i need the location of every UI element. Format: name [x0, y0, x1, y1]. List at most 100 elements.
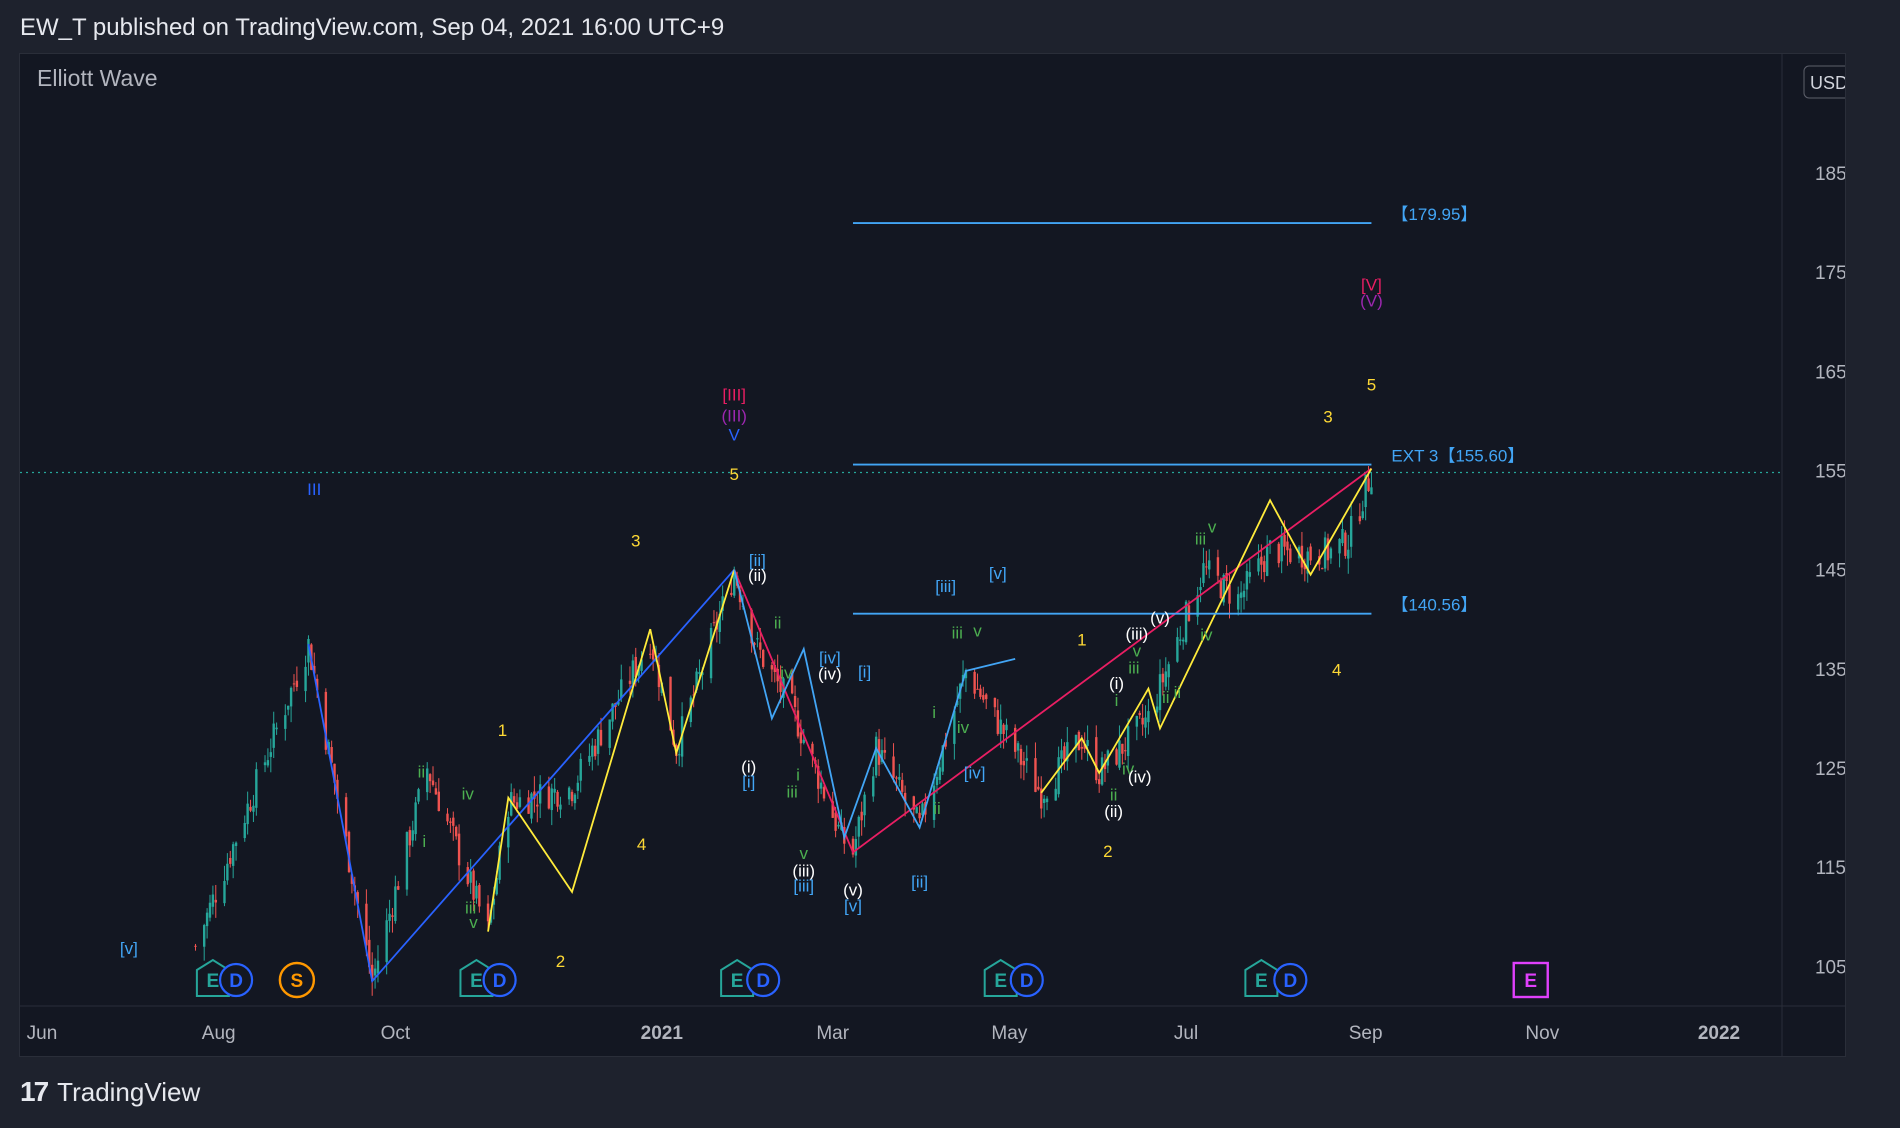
candle-body [1147, 711, 1150, 723]
candle-body [918, 812, 921, 819]
candle-body [449, 821, 452, 823]
candle-body [1286, 541, 1289, 551]
candle-body [999, 719, 1002, 735]
candle-body [976, 688, 979, 690]
brand-name[interactable]: TradingView [57, 1076, 201, 1107]
event-marker-letter: E [1255, 971, 1268, 992]
candle-body [252, 805, 255, 812]
candle-body [1289, 548, 1292, 563]
axes: 105.00 115.00 125.00 135.00 145.00 155.00 165.… [20, 54, 1873, 1056]
candle-body [498, 845, 501, 880]
candle-body [315, 678, 319, 691]
footer[interactable]: 17 TradingView [20, 1076, 200, 1108]
y-tick-label: 165.00 [1815, 362, 1845, 383]
wave-label: [v] [120, 939, 138, 958]
candle-body [376, 960, 380, 974]
candle-body [979, 688, 982, 697]
candle-body [863, 794, 866, 816]
candle-body [466, 867, 469, 885]
candle-body [1242, 590, 1246, 598]
y-tick-label: 135.00 [1815, 660, 1845, 681]
candle-body [472, 870, 475, 900]
candle-body [1025, 758, 1028, 761]
candle-body [921, 803, 924, 816]
candle-body [770, 665, 774, 670]
wave-label: iv [957, 718, 970, 737]
candle-body [507, 816, 510, 848]
candle-body [935, 776, 939, 786]
candle-body [1141, 717, 1144, 725]
wave-label: iii [465, 898, 476, 917]
candle-body [651, 649, 655, 660]
candle-body [1268, 540, 1272, 544]
candle-body [811, 743, 814, 755]
x-tick-label: Sep [1349, 1023, 1383, 1044]
wave-label: ii [774, 614, 782, 633]
publish-info: EW_T published on TradingView.com, Sep 0… [20, 14, 725, 41]
candle-body [1349, 516, 1353, 547]
candle-body [391, 915, 394, 917]
price-chart[interactable]: 【179.95】 EXT 3【155.60】【140.56】 III [v] 1 3 4 5… [20, 54, 1873, 1056]
candle-body [1176, 637, 1179, 662]
candle-body [1245, 571, 1249, 590]
candle-body [272, 723, 275, 748]
wave-label: [V] [1361, 276, 1382, 295]
candle-body [397, 886, 400, 890]
candle-body [330, 747, 333, 763]
candle-body [388, 913, 391, 921]
wave-label: iv [780, 663, 793, 682]
candle-body [1237, 594, 1240, 610]
wave-label: [v] [844, 896, 862, 915]
candle-body [617, 701, 620, 705]
candle-body [454, 826, 458, 837]
candle-body [1037, 786, 1040, 790]
tradingview-logo-icon: 17 [20, 1076, 49, 1107]
x-tick-label: May [991, 1023, 1027, 1044]
candle-body [208, 902, 212, 918]
candle-body [854, 838, 858, 856]
candle-body [596, 729, 600, 754]
candle-body [1161, 673, 1165, 683]
wave-label: ii [1174, 683, 1182, 702]
candle-body [634, 656, 637, 678]
fib-level-label: 【140.56】 [1391, 596, 1477, 615]
wave-zigzag-line [487, 569, 736, 932]
currency-label: USD [1810, 73, 1845, 93]
y-tick-label: 145.00 [1815, 561, 1845, 582]
candle-body [903, 792, 907, 802]
candle-body [953, 710, 956, 744]
wave-label: iv [462, 784, 475, 803]
candle-body [1179, 639, 1182, 641]
candle-body [1344, 532, 1347, 556]
candle-body [1164, 671, 1167, 687]
x-tick-label: Aug [202, 1023, 236, 1044]
wave-label: (III) [721, 406, 747, 425]
wave-label: 1 [1077, 631, 1086, 650]
candle-body [678, 754, 681, 756]
y-tick-label: 105.00 [1815, 957, 1845, 978]
candle-body [860, 811, 863, 821]
wave-zigzag-line [1040, 468, 1373, 794]
candle-body [1320, 568, 1324, 570]
candle-body [1005, 724, 1008, 731]
candle-body [1347, 549, 1350, 559]
candle-body [964, 670, 968, 679]
wave-label: (v) [1150, 609, 1170, 628]
candle-body [553, 788, 556, 793]
wave-label: v [973, 622, 982, 641]
wave-lines [307, 467, 1373, 984]
candle-body [1208, 560, 1211, 570]
candle-body [773, 665, 776, 672]
candle-body [895, 777, 898, 779]
candle-body [1103, 763, 1107, 770]
candle-body [912, 796, 916, 810]
candle-body [701, 672, 704, 676]
candle-body [373, 968, 377, 976]
candle-body [1222, 574, 1225, 603]
wave-label: iii [952, 624, 963, 643]
chart-frame[interactable]: 【179.95】 EXT 3【155.60】 【140.56】 III [v] 1 3 4 5… [19, 53, 1873, 1057]
candle-body [1002, 724, 1005, 735]
wave-label: (iii) [1126, 625, 1149, 644]
candle-body [1323, 537, 1327, 569]
candle-body [1341, 529, 1344, 544]
